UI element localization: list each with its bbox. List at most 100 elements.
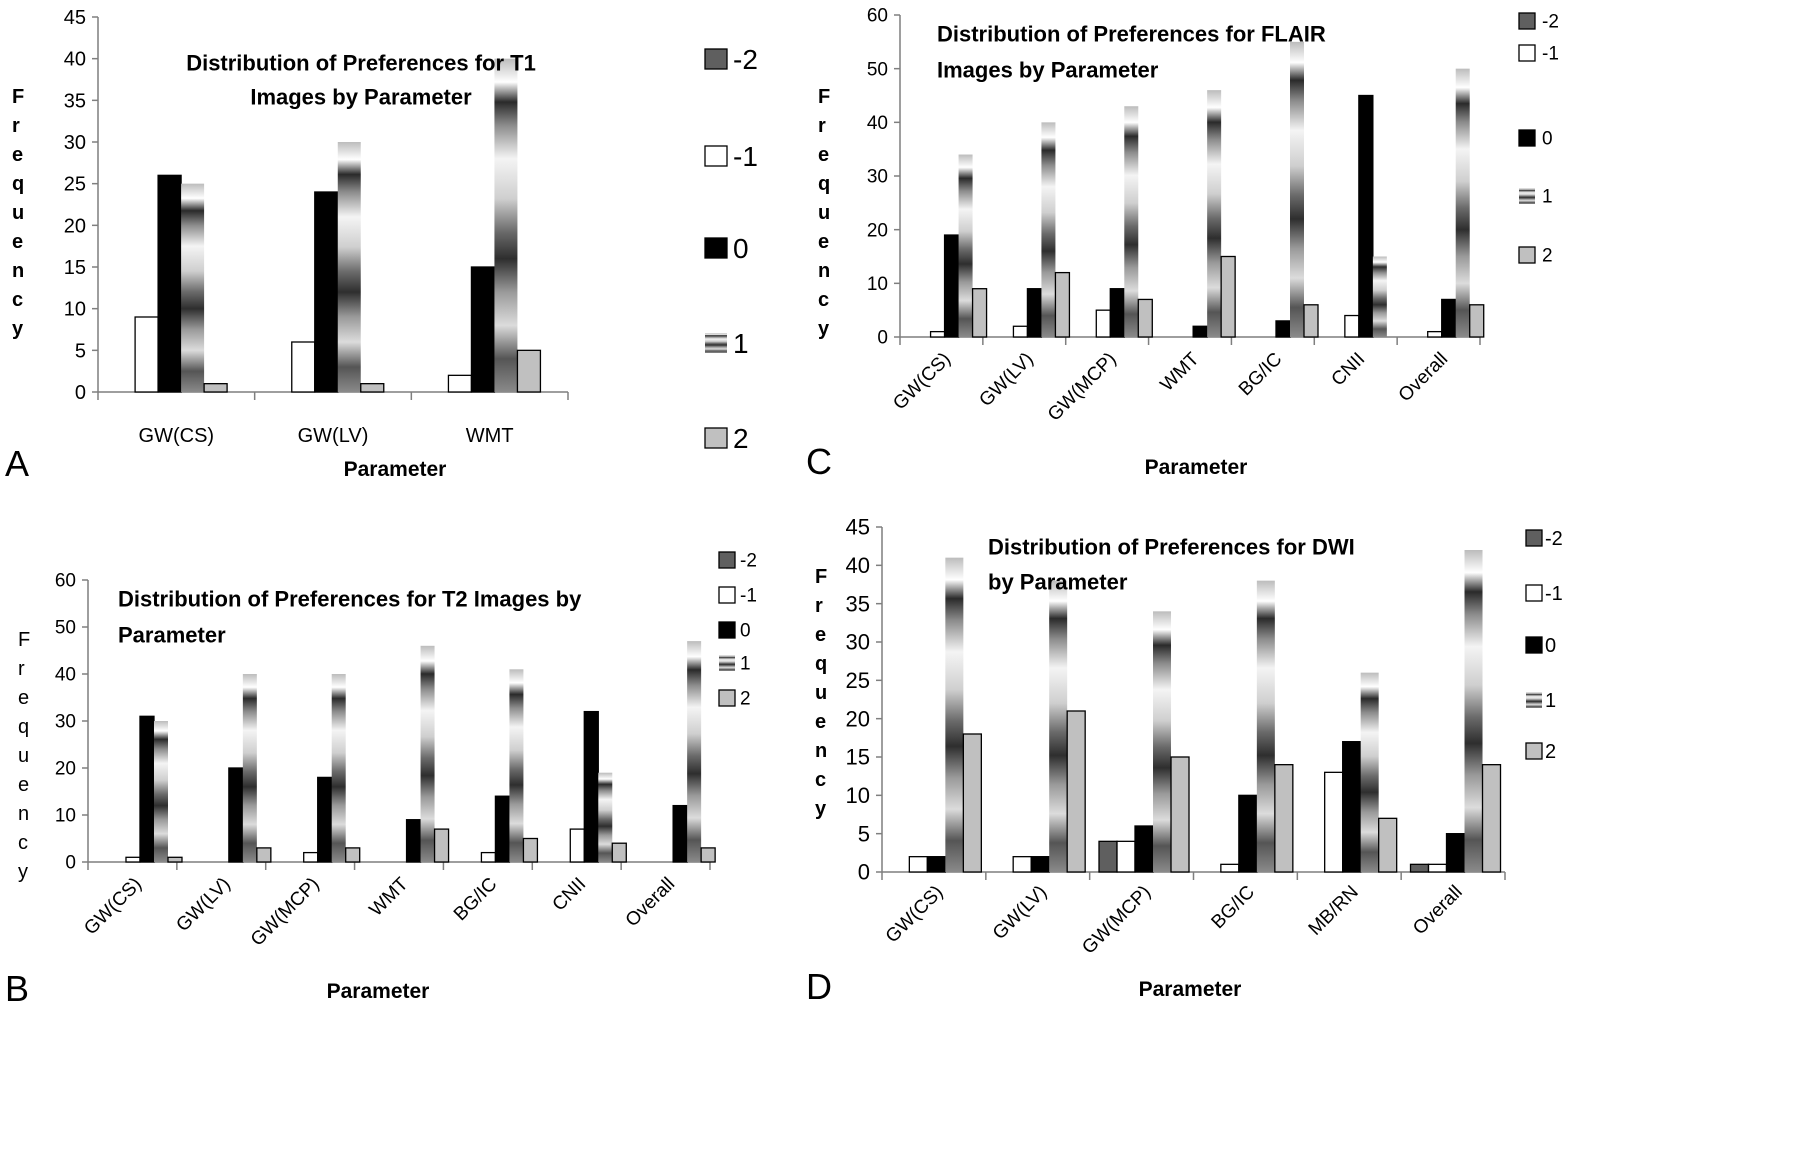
y-axis-label-letter: e	[815, 711, 826, 733]
bar-1-gw-mcp	[1124, 106, 1139, 337]
bar-0-overall	[672, 804, 688, 863]
x-tick-label: Overall	[1409, 882, 1466, 939]
y-tick-label: 40	[55, 665, 76, 686]
legend-swatch-3	[705, 333, 727, 353]
y-axis-label-letter: q	[12, 173, 24, 195]
x-tick-label: MB/RN	[1305, 882, 1363, 940]
bar-2-bg-ic	[1303, 304, 1319, 338]
y-axis-label-letter: e	[12, 144, 23, 166]
y-tick-label: 45	[64, 7, 86, 29]
bar-1-gw-lv	[337, 142, 361, 392]
panel-letter: D	[806, 966, 832, 1007]
y-axis-label-letter: u	[18, 745, 29, 767]
bar-0-gw-cs	[157, 174, 182, 393]
chart-title: Distribution of Preferences for T2 Image…	[118, 587, 582, 612]
y-tick-label: 35	[846, 591, 870, 616]
chart-title: Distribution of Preferences for T1	[186, 51, 536, 76]
y-axis-label-letter: u	[815, 682, 827, 704]
bar-neg1-mb-rn	[1324, 771, 1344, 873]
legend-swatch-3	[1519, 188, 1535, 204]
bar-0-wmt	[1192, 325, 1208, 338]
y-axis-label-letter: e	[818, 231, 829, 253]
bar-1-cnii	[598, 772, 613, 862]
y-tick-label: 40	[867, 113, 888, 134]
bar-0-wmt	[405, 819, 422, 863]
y-axis-label-letter: y	[12, 318, 24, 340]
y-tick-label: 30	[55, 712, 76, 733]
legend-swatch-2	[704, 237, 728, 259]
bar-neg2-overall	[1409, 863, 1430, 873]
bar-0-gw-cs	[943, 234, 960, 338]
y-axis-label-letter: q	[18, 716, 29, 738]
y-axis-label-letter: e	[818, 144, 829, 166]
y-tick-label: 10	[846, 783, 870, 808]
bar-1-overall	[687, 641, 702, 862]
x-tick-label: Overall	[1395, 349, 1452, 406]
y-axis-label-letter: r	[815, 595, 823, 617]
y-tick-label: 25	[64, 174, 86, 196]
bar-neg1-gw-mcp	[1095, 309, 1111, 338]
bar-2-overall	[1469, 304, 1485, 338]
bar-neg1-gw-cs	[929, 330, 946, 338]
bar-0-gw-mcp	[1109, 288, 1125, 338]
bar-2-cnii	[611, 842, 627, 863]
bar-neg1-wmt	[447, 374, 473, 393]
bar-0-gw-lv	[1030, 856, 1050, 873]
bar-1-wmt	[494, 58, 518, 393]
bar-0-gw-lv	[314, 191, 339, 393]
x-tick-label: BG/IC	[1235, 349, 1286, 400]
bar-neg1-gw-mcp	[1116, 840, 1136, 873]
legend-swatch-2	[1525, 636, 1543, 654]
bar-2-gw-cs	[203, 383, 228, 393]
y-axis-label-letter: e	[12, 231, 23, 253]
y-axis-label-letter: n	[815, 740, 827, 762]
legend-swatch-3	[719, 655, 735, 671]
bar-2-gw-lv	[256, 847, 272, 863]
bar-neg1-gw-cs	[908, 856, 928, 873]
chart-title: Images by Parameter	[250, 85, 472, 110]
bar-0-gw-lv	[228, 767, 244, 863]
bar-0-gw-cs	[139, 715, 155, 863]
x-axis-label: Parameter	[344, 458, 447, 481]
bar-0-gw-mcp	[317, 776, 333, 863]
y-tick-label: 30	[867, 167, 888, 188]
bar-2-wmt	[1220, 255, 1236, 338]
bar-neg1-cnii	[569, 828, 585, 863]
y-tick-label: 40	[64, 49, 86, 71]
bar-0-gw-mcp	[1134, 825, 1154, 873]
y-tick-label: 10	[55, 806, 76, 827]
chart-title: Images by Parameter	[937, 58, 1159, 83]
x-tick-label: GW(CS)	[889, 349, 955, 415]
legend-swatch-0	[1525, 529, 1543, 547]
legend-label: 0	[1545, 635, 1556, 657]
legend-swatch-0	[704, 48, 728, 70]
legend-label: -1	[1542, 44, 1559, 65]
y-axis-label-letter: r	[818, 115, 826, 137]
legend-swatch-1	[1518, 44, 1536, 62]
legend-swatch-1	[1525, 584, 1543, 602]
bar-neg1-gw-mcp	[303, 851, 319, 863]
y-axis-label-letter: u	[12, 202, 24, 224]
bar-2-gw-cs	[962, 733, 982, 873]
bar-neg1-bg-ic	[1220, 863, 1240, 873]
bar-neg1-gw-lv	[1012, 325, 1029, 338]
bar-1-wmt	[420, 645, 435, 862]
y-tick-label: 20	[846, 706, 870, 731]
x-tick-label: WMT	[1157, 348, 1204, 395]
legend-label: -2	[733, 44, 758, 75]
bar-1-wmt	[1207, 90, 1222, 337]
bar-2-overall	[1481, 764, 1502, 873]
panel-letter: C	[806, 441, 832, 482]
y-axis-label-letter: c	[815, 769, 826, 791]
x-tick-label: GW(CS)	[882, 882, 948, 948]
bar-neg1-gw-lv	[291, 341, 316, 393]
bar-2-bg-ic	[522, 837, 539, 863]
x-tick-label: GW(LV)	[989, 882, 1051, 944]
y-tick-label: 10	[867, 274, 888, 295]
y-tick-label: 45	[846, 515, 870, 540]
x-tick-label: WMT	[466, 425, 514, 447]
bar-0-gw-cs	[926, 856, 946, 873]
bar-1-gw-lv	[242, 674, 257, 862]
